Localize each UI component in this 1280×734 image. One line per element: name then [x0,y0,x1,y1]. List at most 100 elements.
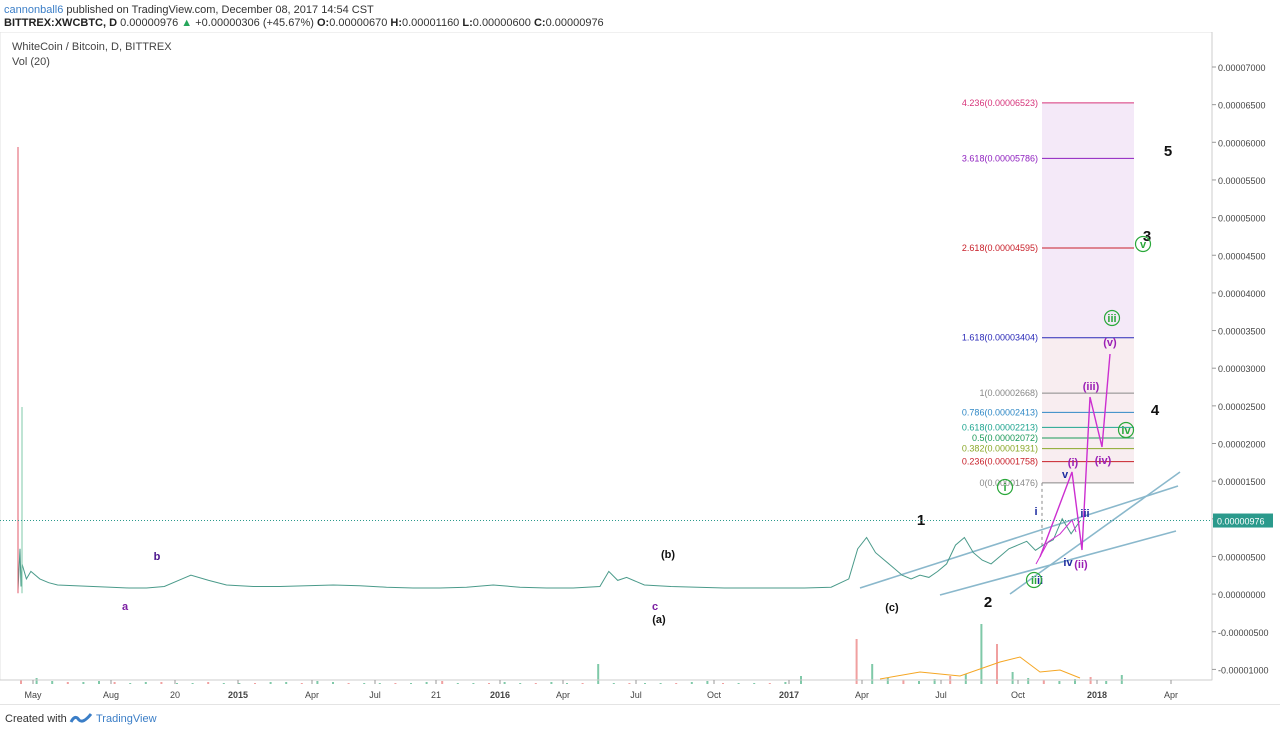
volume-bar [488,683,490,684]
volume-bar [238,683,241,684]
price-chart[interactable]: WhiteCoin / Bitcoin, D, BITTREX Vol (20)… [0,32,1280,704]
price-change: +0.00000306 (+45.67%) [195,17,314,29]
wave-label-circle [1025,571,1043,589]
footer: Created with TradingView [0,704,1280,734]
last-price-tag [1213,513,1273,528]
trend-line [939,530,1177,596]
fib-level-label: 1(0.00002668) [979,388,1038,398]
volume-bar [1105,681,1108,684]
time-tick-label: Aug [103,690,119,700]
open-label: O: [316,17,330,29]
volume-bar [285,682,288,684]
time-tick-label: Oct [1011,690,1026,700]
volume-bar [363,683,366,684]
volume-bar [441,681,444,684]
volume-bar [191,683,194,684]
wave-label: (b) [661,549,675,561]
wave-label: 3 [1143,228,1151,245]
price-series [17,147,1081,594]
wave-label-circle [1117,421,1135,439]
volume-bar [20,680,22,684]
time-tick-label: 21 [431,690,441,700]
wave-label: c [652,601,658,613]
fib-level-label: 1.618(0.00003404) [962,333,1038,343]
symbol-label: BITTREX:XWCBTC, D [4,17,118,29]
price-tick-label: -0.00000500 [1218,628,1269,638]
chart-header: cannonball6 published on TradingView.com… [0,0,1280,30]
price-tick-label: 0.00004000 [1218,289,1266,299]
volume-bar [456,683,459,684]
time-tick-label: Jul [935,690,947,700]
time-tick-label: 2018 [1087,690,1107,700]
volume-bar [51,681,54,684]
chart-title: WhiteCoin / Bitcoin, D, BITTREX [12,41,172,53]
volume-bar [503,682,506,684]
volume-bar [886,678,889,684]
last-price: 0.00000976 [120,17,179,29]
volume-bar [581,683,584,684]
wave-label: i [1003,482,1006,494]
volume-bar [706,681,709,684]
volume-bar [918,681,920,684]
up-arrow-icon: ▲ [181,17,193,29]
created-with-label: Created with [5,713,67,725]
wave-label: v [1140,239,1147,251]
fib-level-label: 0.618(0.00002213) [962,422,1038,432]
price-axis[interactable]: 0.00007000 0.00006500 0.00006000 0.00005500… [0,32,1273,680]
volume-bar [964,674,967,684]
price-tick-label: 0.00001500 [1218,477,1266,487]
volume-bar [933,679,936,684]
time-tick-label: Apr [1164,690,1178,700]
wave-label: (v) [1103,337,1117,349]
author-link[interactable]: cannonball6 [4,4,64,16]
volume-bar [144,682,147,684]
close-value: 0.00000976 [545,17,604,29]
volume-bar [753,683,756,684]
wave-label: (a) [652,614,666,626]
volume-bar [113,682,116,684]
wave-label-circle [1134,235,1152,253]
price-tick-label: 0.00000000 [1218,590,1266,600]
volume-bar [332,682,334,684]
tradingview-link[interactable]: TradingView [96,713,157,725]
price-tick-label: 0.00004500 [1218,251,1266,261]
plot-area[interactable] [0,32,1213,681]
time-tick-label: Jul [369,690,381,700]
fib-level-label: 0.236(0.00001758) [962,457,1038,467]
volume-bar [207,682,210,684]
volume-bar [160,682,163,684]
volume-bar [1042,680,1045,684]
wave-label: v [1062,469,1069,481]
fib-level-label: 0(0.00001476) [979,478,1038,488]
volume-bar [347,683,350,684]
high-value: 0.00001160 [402,17,460,29]
volume-bar [902,680,905,684]
time-tick-label: Apr [305,690,319,700]
wave-label-circle [1103,309,1121,327]
wave-label: (iv) [1095,455,1112,467]
volume-bar [394,683,397,684]
volume-bar [1074,679,1076,684]
volume-bar [300,683,303,684]
time-tick-label: Apr [855,690,869,700]
fibonacci-extension[interactable]: 4.236(0.00006523) 3.618(0.00005786) 2.618(… [962,98,1134,549]
wave-label: (ii) [1074,559,1088,571]
price-tick-label: 0.00007000 [1218,63,1266,73]
wave-label: 5 [1164,143,1172,160]
volume-bar [129,683,132,684]
wave-label: i [1034,506,1037,518]
open-value: 0.00000670 [329,17,388,29]
wave-label: iv [1121,425,1131,437]
fib-lower-zone [1042,337,1134,483]
price-tick-label: 0.00003000 [1218,364,1266,374]
volume-bar [66,682,69,684]
low-label: L: [462,17,473,29]
volume-bar [737,683,740,684]
time-tick-label: 2017 [779,690,799,700]
time-axis[interactable]: May Aug 20 2015 Apr Jul 21 2016 Apr Jul Oct 2017 Apr… [0,679,1212,700]
wave-projection[interactable] [1035,353,1111,565]
volume-bar [316,681,319,684]
fib-level-label: 3.618(0.00005786) [962,153,1038,163]
volume-bar [597,664,600,684]
time-tick-label: Oct [707,690,722,700]
